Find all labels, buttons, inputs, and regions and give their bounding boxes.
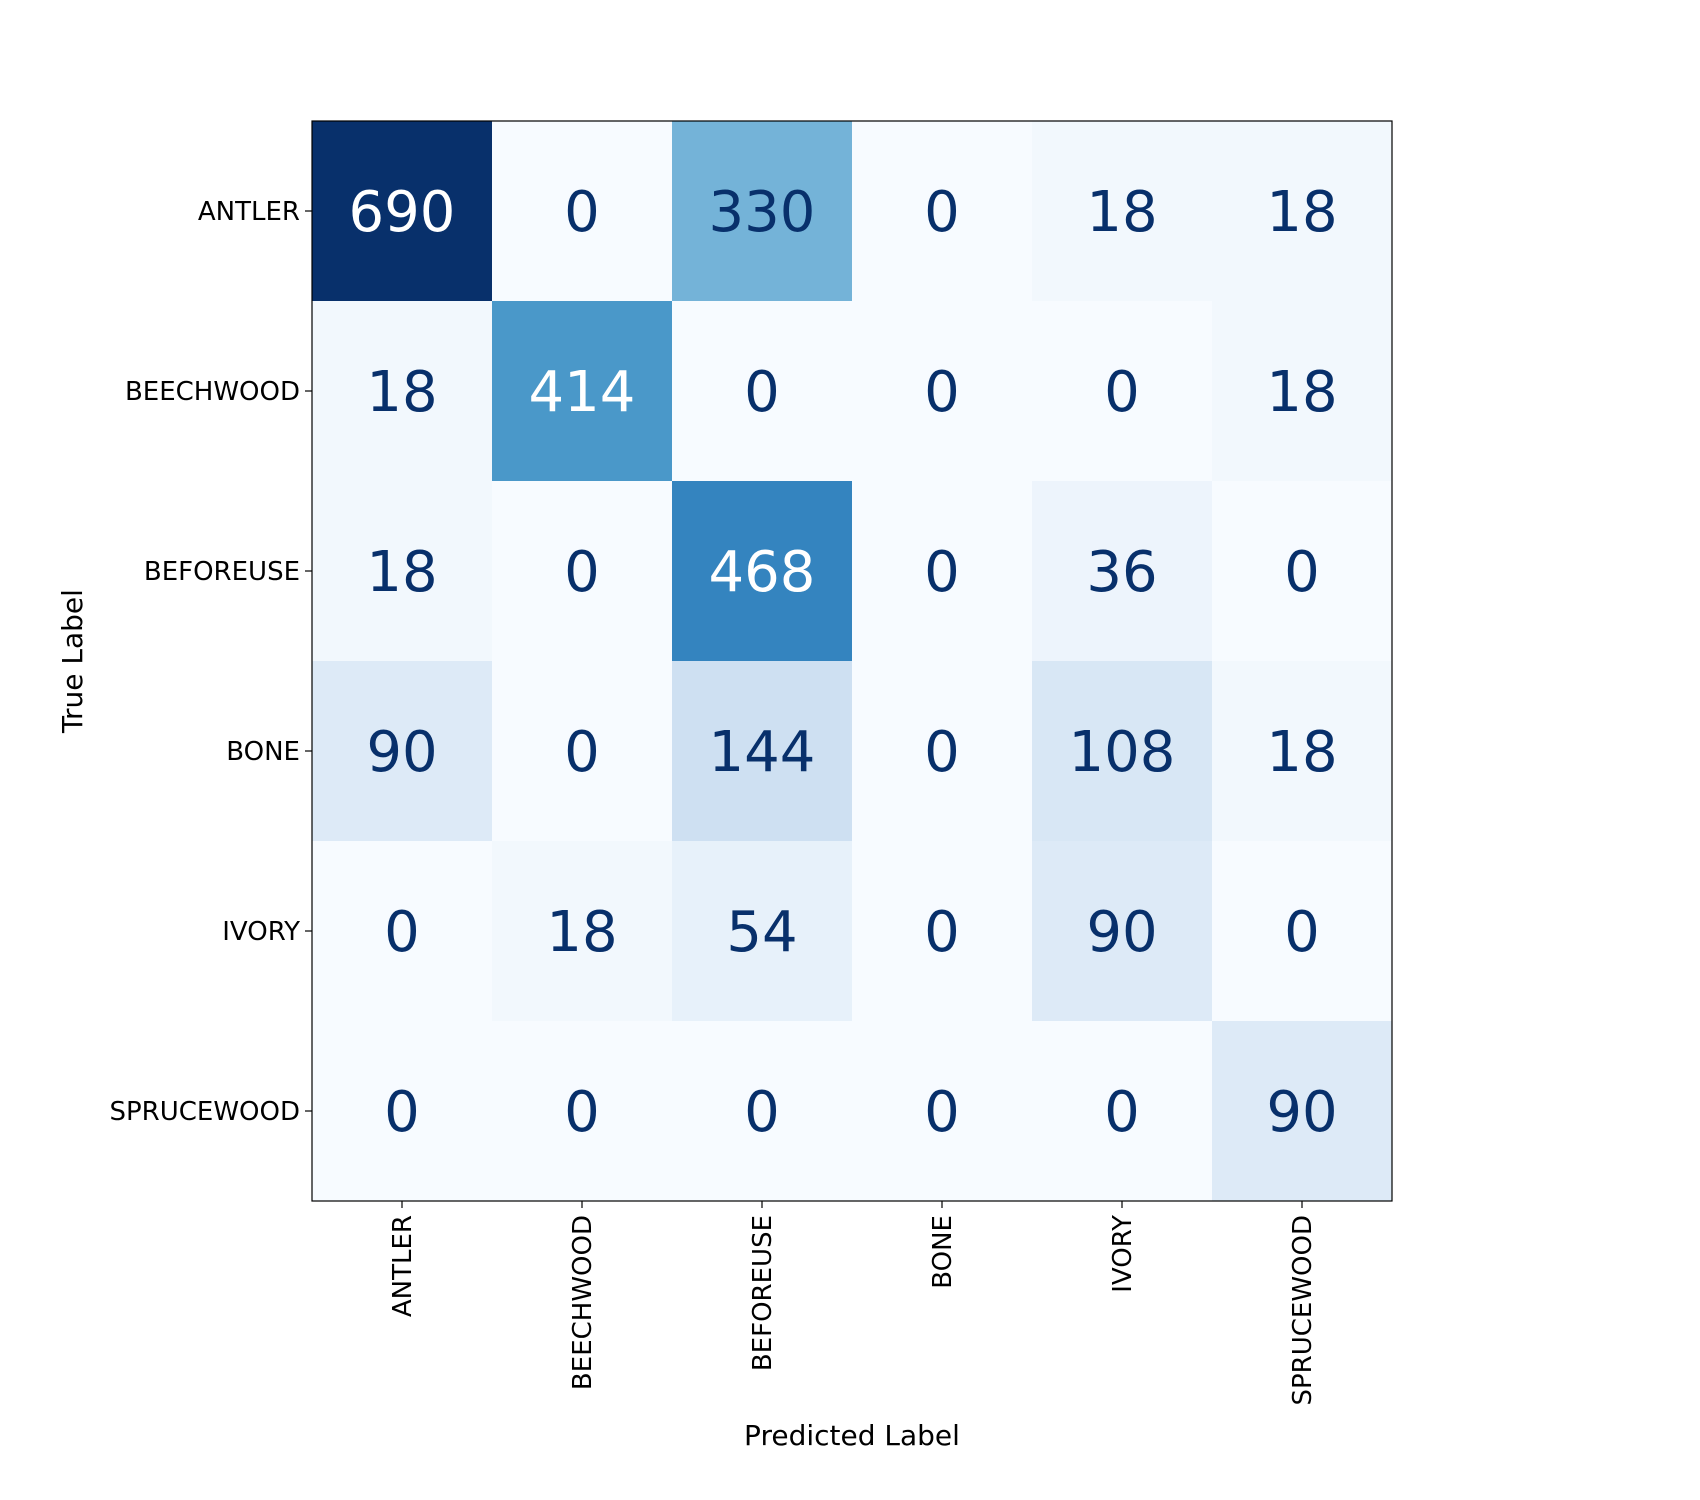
y-tick-label: BEECHWOOD [125,377,300,407]
cell-value: 18 [1266,360,1337,425]
cell-value: 90 [366,720,437,785]
heatmap-cell [852,661,1033,842]
heatmap-cell [1212,121,1393,302]
cell-value: 90 [1266,1080,1337,1145]
cell-value: 144 [709,720,816,785]
y-axis-ticks: ANTLER BEECHWOOD BEFOREUSE BONE IVORY SPRUCEW… [109,197,312,1127]
heatmap-cell [1032,841,1213,1022]
cell-value: 0 [924,900,960,965]
cell-value: 0 [924,720,960,785]
heatmap-cell [1212,301,1393,482]
heatmap-cell [1212,481,1393,662]
heatmap-cells [312,121,1393,1202]
heatmap-cell [312,121,493,302]
heatmap-cell [492,1021,673,1202]
heatmap-cell [672,841,853,1022]
y-tick-label: ANTLER [198,197,300,227]
heatmap-cell [312,841,493,1022]
cell-value: 18 [1266,720,1337,785]
cell-value: 0 [1104,1080,1140,1145]
cell-value: 0 [1284,900,1320,965]
heatmap-cell [672,661,853,842]
heatmap-cell [492,301,673,482]
cell-value: 54 [726,900,797,965]
cell-values: 690 0 330 0 18 18 18 414 0 0 0 18 18 0 468 0 36 0 90 0 144 0 1… [349,180,1338,1145]
cell-value: 18 [366,540,437,605]
x-axis-ticks: ANTLER BEECHWOOD BEFOREUSE BONE IVORY SPRUCEW… [388,1201,1318,1406]
cell-value: 18 [1086,180,1157,245]
cell-value: 0 [744,360,780,425]
cell-value: 36 [1086,540,1157,605]
heatmap-cell [312,301,493,482]
cell-value: 0 [564,180,600,245]
heatmap-cell [852,121,1033,302]
heatmap-cell [672,481,853,662]
heatmap-cell [1212,1021,1393,1202]
heatmap-cell [1032,661,1213,842]
heatmap-cell [312,1021,493,1202]
heatmap-cell [492,121,673,302]
cell-value: 0 [1104,360,1140,425]
heatmap-cell [1032,481,1213,662]
cell-value: 0 [924,540,960,605]
heatmap-cell [1032,301,1213,482]
heatmap-cell [312,481,493,662]
y-tick-label: IVORY [222,917,300,947]
heatmap-cell [1032,121,1213,302]
cell-value: 90 [1086,900,1157,965]
heatmap-cell [492,841,673,1022]
heatmap-cell [1212,841,1393,1022]
cell-value: 468 [709,540,816,605]
cell-value: 0 [744,1080,780,1145]
cell-value: 0 [1284,540,1320,605]
x-tick-label: BEFOREUSE [748,1215,778,1371]
cell-value: 0 [564,1080,600,1145]
x-tick-label: ANTLER [388,1215,418,1317]
cell-value: 414 [529,360,636,425]
heatmap-cell [852,841,1033,1022]
cell-value: 0 [564,720,600,785]
heatmap-cell [852,301,1033,482]
cell-value: 18 [546,900,617,965]
x-tick-label: SPRUCEWOOD [1288,1215,1318,1406]
x-axis-label: Predicted Label [744,1419,960,1452]
cell-value: 690 [349,180,456,245]
heatmap-cell [852,1021,1033,1202]
cell-value: 18 [366,360,437,425]
cell-value: 0 [924,1080,960,1145]
y-axis-label: True Label [56,589,89,734]
cell-value: 0 [924,360,960,425]
cell-value: 108 [1069,720,1176,785]
heatmap-cell [1032,1021,1213,1202]
cell-value: 0 [384,900,420,965]
cell-value: 0 [564,540,600,605]
cell-value: 330 [709,180,816,245]
x-tick-label: BEECHWOOD [568,1215,598,1390]
cell-value: 0 [924,180,960,245]
plot-frame [311,120,1393,1202]
heatmap-cell [672,121,853,302]
y-tick-label: BEFOREUSE [144,557,300,587]
y-tick-label: BONE [226,737,300,767]
heatmap-cell [672,301,853,482]
cell-value: 18 [1266,180,1337,245]
x-tick-label: BONE [928,1215,958,1289]
heatmap-cell [312,661,493,842]
x-tick-label: IVORY [1108,1215,1138,1293]
heatmap-cell [492,481,673,662]
cell-value: 0 [384,1080,420,1145]
y-tick-label: SPRUCEWOOD [109,1097,300,1127]
heatmap-cell [852,481,1033,662]
heatmap-cell [672,1021,853,1202]
heatmap-cell [492,661,673,842]
heatmap-cell [1212,661,1393,842]
